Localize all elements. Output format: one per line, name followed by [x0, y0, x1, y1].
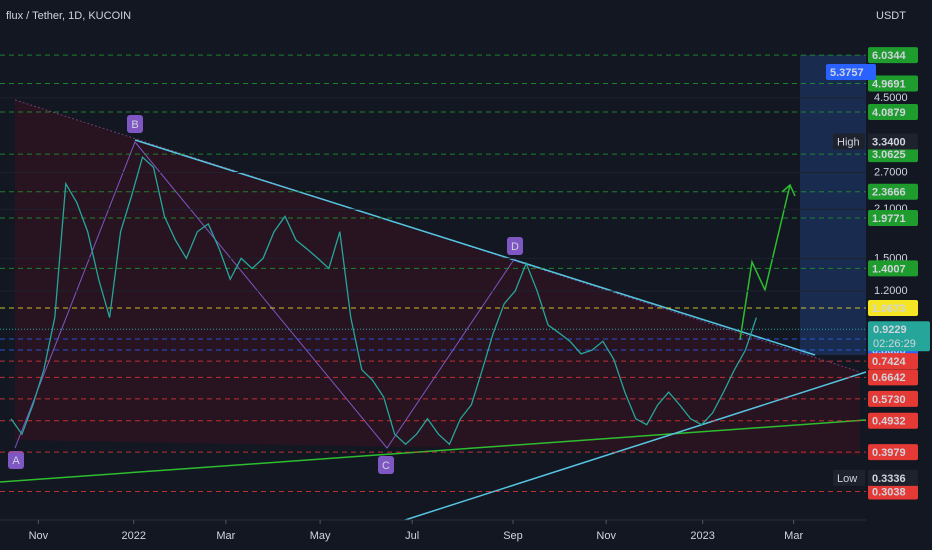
- level-tag-label: 2.3666: [872, 187, 906, 199]
- projection-arrow: [739, 184, 791, 341]
- annotation-label: A: [12, 455, 20, 467]
- annotation-label: C: [382, 460, 390, 472]
- annotation-box: [8, 451, 24, 469]
- abcd-pattern: [14, 141, 516, 449]
- level-tag-box: [868, 47, 918, 64]
- x-tick-label: Mar: [216, 530, 235, 542]
- pattern-area: [15, 100, 860, 455]
- low-value-box: [868, 469, 918, 486]
- annotation-label: B: [131, 119, 138, 131]
- last-price-box: [868, 321, 930, 352]
- x-tick-label: Nov: [596, 530, 616, 542]
- countdown-label: 02:26:29: [873, 338, 916, 350]
- x-tick-label: Jul: [405, 530, 419, 542]
- low-box: [833, 469, 865, 486]
- x-tick-label: Nov: [29, 530, 49, 542]
- chart-title: flux / Tether, 1D, KUCOIN: [6, 10, 131, 22]
- x-tick-label: May: [310, 530, 331, 542]
- trendline: [0, 419, 867, 483]
- level-tag-label: 4.0879: [872, 107, 906, 119]
- price-line: [10, 155, 757, 446]
- level-tag-box: [868, 183, 918, 200]
- level-tag-box: [868, 300, 918, 317]
- x-tick-label: 2023: [690, 530, 714, 542]
- level-tag-box: [868, 210, 918, 227]
- trendline: [134, 139, 816, 356]
- position-box: [800, 55, 866, 355]
- level-tag-label: 0.5730: [872, 394, 906, 406]
- level-tag-box: [868, 412, 918, 429]
- x-tick-label: Sep: [503, 530, 523, 542]
- annotation-labels: A B C D: [8, 115, 523, 474]
- high-box: [833, 133, 865, 150]
- level-tag-box: [868, 75, 918, 92]
- level-tag-label: 6.0344: [872, 50, 907, 62]
- arrow-head: [781, 183, 796, 197]
- trendline: [404, 371, 867, 521]
- level-tag-box: [868, 444, 918, 461]
- level-tag-label: 1.9771: [872, 213, 906, 225]
- low-value: 0.3336: [872, 473, 906, 485]
- annotation-label: D: [511, 241, 519, 253]
- level-tag-label: 4.9691: [872, 78, 906, 90]
- level-tag-box: [868, 146, 918, 163]
- level-tag-box: [868, 103, 918, 120]
- target-tag-box: [826, 63, 876, 80]
- level-tag-label: 0.4932: [872, 416, 906, 428]
- last-price-label: 0.9229: [873, 324, 907, 336]
- level-tag-label: 1.4007: [872, 263, 906, 275]
- x-tick-label: Mar: [784, 530, 803, 542]
- level-tag-label: 0.3038: [872, 486, 906, 498]
- y-tick-label: 4.5000: [874, 92, 908, 104]
- level-tag-box: [868, 260, 918, 277]
- level-tag-label: 0.6642: [872, 372, 906, 384]
- annotation-box: [378, 456, 394, 474]
- high-value-box: [868, 133, 918, 150]
- y-tick-label: 2.7000: [874, 166, 908, 178]
- level-tag-box: [868, 483, 918, 500]
- high-name: High: [837, 136, 860, 148]
- level-tag-label: 0.7424: [872, 356, 907, 368]
- currency-label: USDT: [876, 10, 906, 22]
- level-tag-label: 3.0625: [872, 149, 906, 161]
- target-tag-label: 5.3757: [830, 67, 864, 79]
- level-tag-box: [868, 390, 918, 407]
- low-name: Low: [837, 473, 857, 485]
- x-tick-label: 2022: [121, 530, 145, 542]
- annotation-box: [507, 237, 523, 255]
- y-tick-label: 1.2000: [874, 285, 908, 297]
- level-tag-label: 1.0673: [872, 303, 906, 315]
- annotation-box: [127, 115, 143, 133]
- high-value: 3.3400: [872, 136, 906, 148]
- level-tag-box: [868, 353, 918, 370]
- level-tag-box: [868, 369, 918, 386]
- level-tag-label: 0.3979: [872, 447, 906, 459]
